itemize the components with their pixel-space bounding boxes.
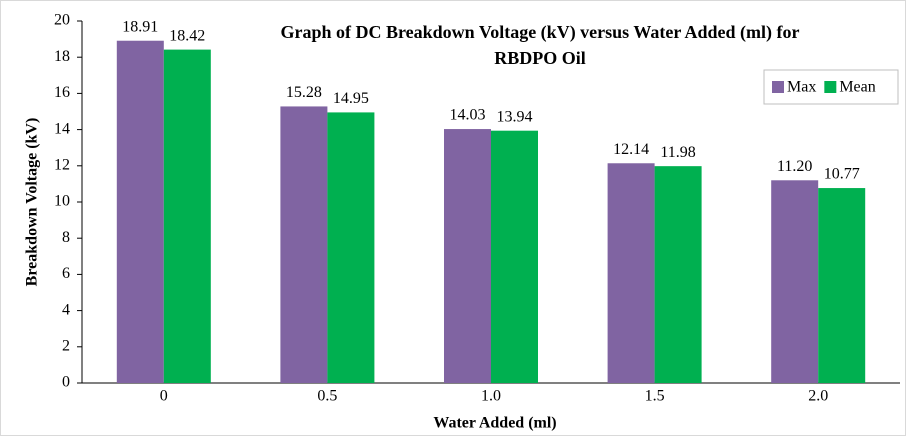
bar xyxy=(444,129,491,383)
bar xyxy=(327,112,375,383)
x-tick-label: 1.5 xyxy=(645,388,665,405)
value-label: 13.94 xyxy=(497,108,533,125)
chart-title: Graph of DC Breakdown Voltage (kV) versu… xyxy=(280,22,799,43)
y-tick-label: 18 xyxy=(54,48,70,65)
chart-title: RBDPO Oil xyxy=(494,48,586,68)
value-label: 14.03 xyxy=(450,107,486,124)
value-label: 18.42 xyxy=(169,27,205,44)
x-axis-title: Water Added (ml) xyxy=(433,415,556,432)
value-label: 11.20 xyxy=(777,158,812,175)
bar xyxy=(116,40,164,383)
y-tick-label: 20 xyxy=(54,12,70,29)
y-tick-label: 4 xyxy=(62,301,70,318)
legend-swatch xyxy=(824,81,837,93)
legend-swatch xyxy=(772,81,784,93)
y-tick-label: 8 xyxy=(62,229,70,246)
y-tick-label: 14 xyxy=(54,120,70,137)
y-tick-label: 12 xyxy=(54,156,70,173)
y-tick-label: 16 xyxy=(54,84,70,101)
bar xyxy=(771,180,819,383)
x-tick-label: 1.0 xyxy=(481,388,501,405)
x-tick-label: 0 xyxy=(160,388,168,405)
x-tick-label: 2.0 xyxy=(808,388,828,405)
bar xyxy=(607,163,655,383)
bar xyxy=(654,166,702,383)
y-tick-label: 2 xyxy=(62,337,70,354)
y-tick-label: 0 xyxy=(62,374,70,391)
bar xyxy=(163,49,211,384)
bar xyxy=(280,106,328,383)
bar xyxy=(491,130,538,383)
x-tick-label: 0.5 xyxy=(317,388,337,405)
value-label: 11.98 xyxy=(660,144,695,161)
y-axis-title: Breakdown Voltage (kV) xyxy=(24,118,41,287)
value-label: 10.77 xyxy=(824,166,860,183)
legend-label: Mean xyxy=(839,79,875,96)
y-tick-label: 10 xyxy=(54,193,70,210)
value-label: 15.28 xyxy=(286,84,322,101)
y-tick-label: 6 xyxy=(62,265,70,282)
bar xyxy=(818,188,866,383)
value-label: 18.91 xyxy=(122,18,158,35)
value-label: 14.95 xyxy=(333,90,369,107)
value-label: 12.14 xyxy=(613,141,649,158)
legend-label: Max xyxy=(787,79,816,96)
